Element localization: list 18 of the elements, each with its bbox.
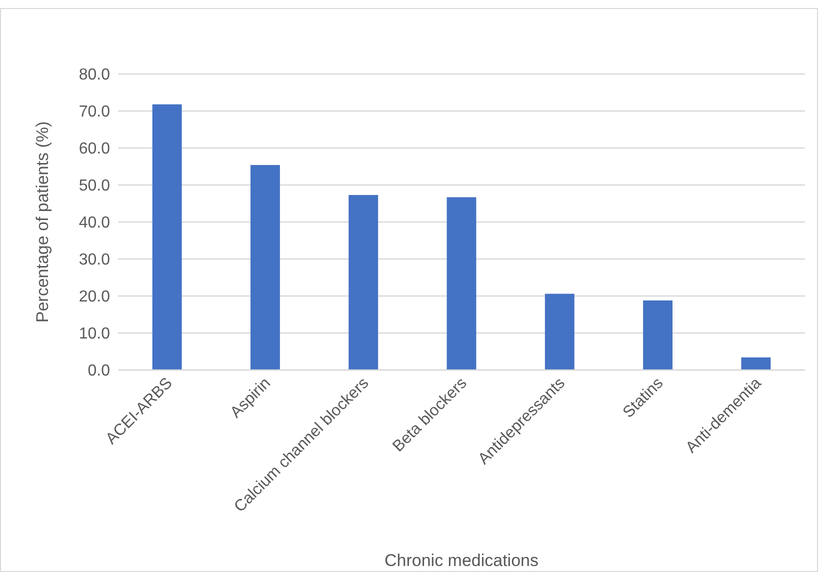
bar xyxy=(446,197,476,370)
y-tick-label: 80.0 xyxy=(78,66,110,84)
y-axis-title: Percentage of patients (%) xyxy=(33,121,52,323)
y-tick-label: 30.0 xyxy=(78,252,110,269)
y-tick-label: 50.0 xyxy=(78,178,110,195)
y-tick-label: 40.0 xyxy=(78,214,110,232)
bar xyxy=(250,165,280,370)
bar xyxy=(741,357,771,370)
bar xyxy=(152,104,182,370)
bar xyxy=(544,294,574,370)
y-tick-label: 0.0 xyxy=(88,362,110,380)
bar xyxy=(348,194,378,370)
y-tick-label: 20.0 xyxy=(78,288,110,306)
y-tick-label: 60.0 xyxy=(78,140,110,158)
y-tick-label: 70.0 xyxy=(78,104,110,121)
bar xyxy=(643,300,673,370)
y-tick-label: 10.0 xyxy=(78,326,110,343)
x-axis-title: Chronic medications xyxy=(384,551,539,570)
